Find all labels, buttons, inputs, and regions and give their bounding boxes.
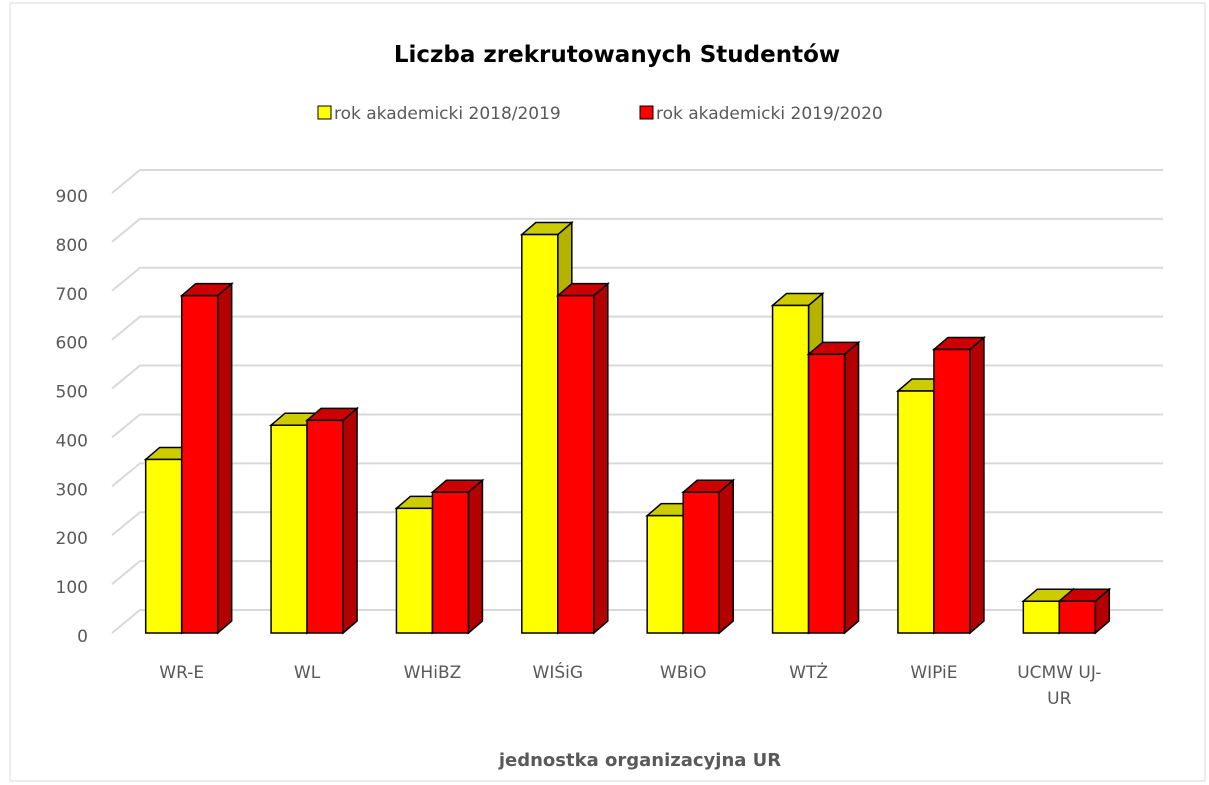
y-tick-label: 100 [56, 578, 88, 598]
y-tick-label: 0 [77, 627, 88, 647]
legend-swatch [317, 105, 332, 120]
bar [305, 406, 360, 635]
y-tick-label: 500 [56, 383, 88, 403]
bar-face [771, 304, 810, 634]
bar-face [342, 406, 358, 635]
x-tick-label: WHiBZ [403, 663, 462, 683]
bar [179, 282, 234, 635]
y-tick-label: 400 [56, 431, 88, 451]
bar [681, 478, 736, 635]
x-tick-label: WL [293, 663, 321, 683]
y-tick-label: 800 [56, 236, 88, 256]
x-tick-label: UCMW UJ-UR [1017, 663, 1102, 709]
bar [806, 340, 861, 635]
bar-face [843, 340, 860, 635]
legend-swatch [639, 105, 654, 120]
y-tick-label: 300 [56, 480, 88, 500]
bar-face [807, 353, 846, 634]
grid-line [111, 169, 1163, 194]
bar [555, 282, 610, 635]
x-tick-label: WIPiE [910, 663, 958, 683]
bar-face [180, 294, 219, 634]
bar-face [646, 514, 684, 634]
x-tick-label: WTŻ [789, 663, 828, 683]
bar-face [718, 478, 734, 635]
y-tick-label: 200 [56, 529, 88, 549]
bar-face [593, 282, 609, 635]
x-axis-title: jednostka organizacyjna UR [498, 750, 781, 771]
y-tick-label: 700 [56, 285, 88, 305]
y-tick-label: 900 [56, 187, 88, 207]
bar-face [144, 458, 183, 634]
bar-face [270, 424, 308, 634]
bar [931, 335, 986, 635]
bar-face [521, 233, 559, 634]
legend-label: rok akademicki 2019/2020 [656, 104, 883, 124]
bar-face [216, 282, 233, 635]
bar-face [306, 419, 344, 634]
bar [430, 478, 485, 635]
x-tick-label: WIŚiG [532, 663, 584, 683]
y-tick-label: 600 [56, 334, 88, 354]
chart-title: Liczba zrekrutowanych Studentów [394, 42, 840, 68]
grid-line [111, 266, 1163, 292]
bar-face [933, 348, 971, 634]
bar-face [431, 491, 470, 634]
legend-label: rok akademicki 2018/2019 [334, 104, 561, 124]
bar-face [1022, 600, 1061, 634]
x-tick-label: WBiO [659, 663, 707, 683]
bar [1057, 587, 1112, 635]
bar-face [682, 491, 720, 634]
bar-face [897, 390, 935, 634]
bar-face [1058, 600, 1097, 634]
bar-face [557, 294, 595, 634]
grid-line [111, 217, 1163, 243]
bar-face [395, 507, 434, 634]
bar-face [969, 335, 985, 635]
bar-face [467, 478, 484, 635]
x-tick-label: WR-E [159, 663, 205, 683]
